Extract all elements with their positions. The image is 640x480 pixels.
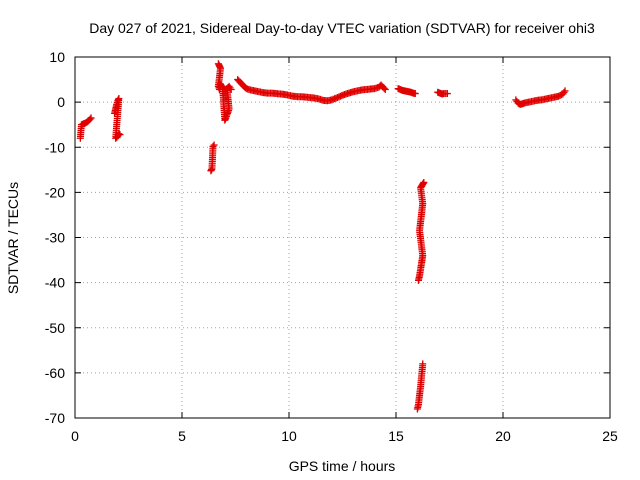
series-seg-7 — [434, 88, 451, 98]
data-point — [209, 142, 217, 150]
data-point — [561, 87, 569, 95]
series-seg-6 — [413, 178, 428, 413]
y-tick-label: -30 — [45, 230, 65, 246]
x-tick-label: 5 — [178, 428, 186, 444]
y-tick-label: 0 — [57, 94, 65, 110]
y-tick-label: -60 — [45, 365, 65, 381]
data-point — [411, 90, 419, 98]
x-tick-label: 10 — [281, 428, 297, 444]
axis-ticks: 0 5 10 15 20 25 10 0 -10 -20 -30 -40 -50 -60 -70 — [45, 49, 618, 444]
grid — [75, 57, 610, 418]
data-point — [413, 405, 421, 413]
data-point — [86, 115, 94, 123]
y-axis-label: SDTVAR / TECUs — [5, 182, 21, 294]
x-tick-label: 15 — [388, 428, 404, 444]
x-tick-label: 25 — [602, 428, 618, 444]
data-point — [414, 276, 422, 284]
x-axis-label: GPS time / hours — [289, 458, 396, 474]
series-seg-4 — [234, 76, 389, 105]
series-seg-2 — [111, 95, 124, 142]
series-seg-5 — [394, 85, 419, 98]
data-point — [443, 90, 451, 98]
y-tick-label: -70 — [45, 410, 65, 426]
x-tick-label: 20 — [495, 428, 511, 444]
data-point — [210, 141, 218, 149]
chart-title: Day 027 of 2021, Sidereal Day-to-day VTE… — [89, 20, 595, 36]
data-point — [218, 82, 226, 90]
y-tick-label: -10 — [45, 139, 65, 155]
series-seg-3 — [207, 60, 235, 175]
y-tick-label: -40 — [45, 275, 65, 291]
x-tick-label: 0 — [71, 428, 79, 444]
y-tick-label: -50 — [45, 320, 65, 336]
y-tick-label: 10 — [49, 49, 65, 65]
data-point — [380, 84, 388, 92]
data-points — [76, 60, 569, 413]
data-point — [115, 130, 123, 138]
y-tick-label: -20 — [45, 184, 65, 200]
data-point — [381, 85, 389, 93]
series-seg-1 — [76, 114, 95, 142]
data-point — [560, 88, 568, 96]
data-point — [226, 84, 234, 92]
data-point — [227, 85, 235, 93]
data-point — [87, 114, 95, 122]
data-point — [116, 131, 124, 139]
series-seg-8 — [512, 87, 569, 108]
